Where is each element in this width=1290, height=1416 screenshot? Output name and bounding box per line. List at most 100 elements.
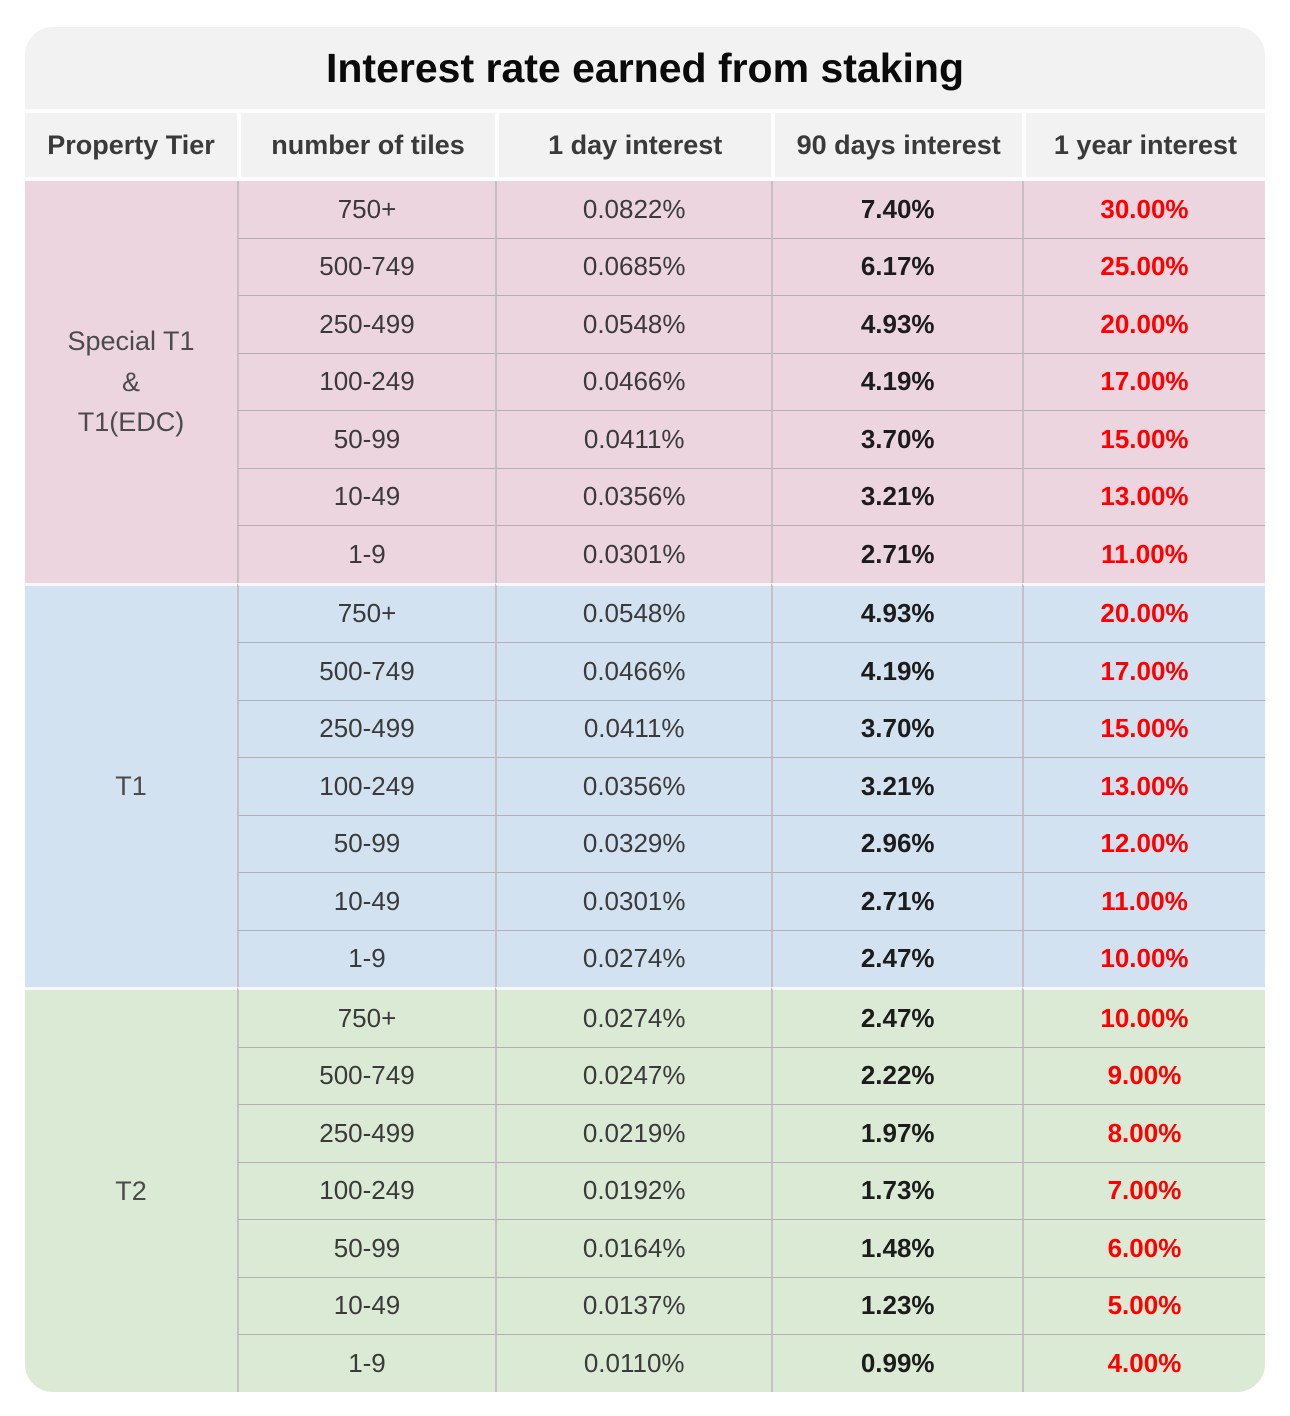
tiles-cell: 50-99 (237, 410, 495, 468)
90-days-interest-cell: 1.97% (771, 1104, 1022, 1162)
tiles-cell: 10-49 (237, 872, 495, 930)
tiles-cell: 1-9 (237, 929, 495, 987)
day-interest-cell: 0.0356% (494, 757, 772, 815)
day-interest-cell: 0.0274% (494, 929, 772, 987)
year-interest-cell: 20.00% (1021, 295, 1265, 353)
year-interest-cell: 20.00% (1021, 582, 1265, 642)
column-header-number-of-tiles: number of tiles (237, 113, 495, 181)
table-row: 100-249 0.0356% 3.21% 13.00% (25, 757, 1265, 815)
90-days-interest-cell: 4.19% (771, 642, 1022, 700)
tier-label-line: T2 (115, 1175, 147, 1206)
day-interest-cell: 0.0466% (494, 642, 772, 700)
day-interest-cell: 0.0466% (494, 352, 772, 410)
tiles-cell: 250-499 (237, 295, 495, 353)
tiles-cell: 100-249 (237, 757, 495, 815)
tiles-cell: 50-99 (237, 1219, 495, 1277)
tiles-cell: 250-499 (237, 1104, 495, 1162)
year-interest-cell: 30.00% (1021, 181, 1265, 238)
year-interest-cell: 25.00% (1021, 237, 1265, 295)
table-row: 500-749 0.0247% 2.22% 9.00% (25, 1046, 1265, 1104)
day-interest-cell: 0.0274% (494, 987, 772, 1047)
staking-rates-card: Interest rate earned from staking Proper… (25, 27, 1265, 1392)
day-interest-cell: 0.0247% (494, 1046, 772, 1104)
tiles-cell: 750+ (237, 582, 495, 642)
year-interest-cell: 13.00% (1021, 467, 1265, 525)
tier-group-t2: T2 750+ 0.0274% 2.47% 10.00% 500-749 0.0247% 2.… (25, 987, 1265, 1392)
table-row: 1-9 0.0110% 0.99% 4.00% (25, 1334, 1265, 1392)
table-row: T1 750+ 0.0548% 4.93% 20.00% (25, 582, 1265, 801)
day-interest-cell: 0.0548% (494, 295, 772, 353)
tier-cell-t1: T1 (25, 582, 238, 988)
table-row: 250-499 0.0411% 3.70% 15.00% (25, 699, 1265, 757)
tiles-cell: 750+ (237, 987, 495, 1047)
table-row: 500-749 0.0685% 6.17% 25.00% (25, 237, 1265, 295)
table-row: T2 750+ 0.0274% 2.47% 10.00% (25, 987, 1265, 1206)
tiles-cell: 500-749 (237, 1046, 495, 1104)
tier-cell-special-t1-t1edc: Special T1 & T1(EDC) (25, 181, 237, 583)
year-interest-cell: 9.00% (1021, 1046, 1265, 1104)
table-row: 100-249 0.0466% 4.19% 17.00% (25, 352, 1265, 410)
tiles-cell: 750+ (237, 181, 495, 238)
day-interest-cell: 0.0219% (494, 1104, 772, 1162)
90-days-interest-cell: 4.93% (771, 582, 1022, 642)
tier-label-line: & (122, 366, 141, 397)
year-interest-cell: 15.00% (1021, 699, 1265, 757)
year-interest-cell: 13.00% (1021, 757, 1265, 815)
90-days-interest-cell: 4.93% (771, 295, 1022, 353)
interest-rate-table: Property Tier number of tiles 1 day inte… (25, 113, 1265, 1392)
90-days-interest-cell: 1.73% (771, 1161, 1022, 1219)
year-interest-cell: 10.00% (1021, 987, 1265, 1047)
year-interest-cell: 11.00% (1021, 525, 1265, 583)
year-interest-cell: 8.00% (1021, 1104, 1265, 1162)
90-days-interest-cell: 2.22% (771, 1046, 1022, 1104)
tier-label-line: T1(EDC) (77, 407, 185, 437)
day-interest-cell: 0.0137% (494, 1276, 772, 1334)
table-row: 100-249 0.0192% 1.73% 7.00% (25, 1161, 1265, 1219)
column-header-90-days-interest: 90 days interest (771, 113, 1022, 181)
day-interest-cell: 0.0329% (494, 814, 772, 872)
tiles-cell: 1-9 (237, 525, 495, 583)
table-row: 10-49 0.0137% 1.23% 5.00% (25, 1276, 1265, 1334)
90-days-interest-cell: 3.21% (771, 467, 1022, 525)
year-interest-cell: 4.00% (1021, 1334, 1265, 1392)
table-row: 50-99 0.0411% 3.70% 15.00% (25, 410, 1265, 468)
day-interest-cell: 0.0548% (494, 582, 772, 642)
tier-group-special-t1-t1edc: Special T1 & T1(EDC) 750+ 0.0822% 7.40% 30.00%… (25, 181, 1265, 583)
tiles-cell: 250-499 (237, 699, 495, 757)
tiles-cell: 10-49 (237, 1276, 495, 1334)
table-row: 10-49 0.0301% 2.71% 11.00% (25, 872, 1265, 930)
tier-cell-t2: T2 (25, 987, 238, 1392)
year-interest-cell: 17.00% (1021, 352, 1265, 410)
tier-label-line: T1 (115, 771, 147, 801)
day-interest-cell: 0.0685% (494, 237, 772, 295)
year-interest-cell: 12.00% (1021, 814, 1265, 872)
table-row: 250-499 0.0219% 1.97% 8.00% (25, 1104, 1265, 1162)
table-row: 50-99 0.0329% 2.96% 12.00% (25, 814, 1265, 872)
column-header-property-tier: Property Tier (25, 113, 238, 181)
tiles-cell: 10-49 (237, 467, 495, 525)
90-days-interest-cell: 7.40% (771, 181, 1021, 238)
tiles-cell: 500-749 (237, 237, 495, 295)
90-days-interest-cell: 2.47% (771, 987, 1022, 1047)
tiles-cell: 50-99 (237, 814, 495, 872)
table-row: 10-49 0.0356% 3.21% 13.00% (25, 467, 1265, 525)
90-days-interest-cell: 1.48% (771, 1219, 1022, 1277)
day-interest-cell: 0.0192% (494, 1161, 772, 1219)
day-interest-cell: 0.0822% (494, 181, 772, 238)
column-header-1-day-interest: 1 day interest (494, 113, 772, 181)
tiles-cell: 100-249 (237, 1161, 495, 1219)
year-interest-cell: 17.00% (1021, 642, 1265, 700)
90-days-interest-cell: 2.71% (771, 872, 1022, 930)
tiles-cell: 1-9 (237, 1334, 495, 1392)
column-header-1-year-interest: 1 year interest (1021, 113, 1265, 181)
day-interest-cell: 0.0356% (494, 467, 772, 525)
table-row: 1-9 0.0274% 2.47% 10.00% (25, 929, 1265, 987)
90-days-interest-cell: 4.19% (771, 352, 1022, 410)
90-days-interest-cell: 3.21% (771, 757, 1022, 815)
year-interest-cell: 10.00% (1021, 929, 1265, 987)
tiles-cell: 100-249 (237, 352, 495, 410)
90-days-interest-cell: 2.47% (771, 929, 1022, 987)
day-interest-cell: 0.0411% (494, 410, 772, 468)
table-row: 250-499 0.0548% 4.93% 20.00% (25, 295, 1265, 353)
page-title: Interest rate earned from staking (25, 27, 1265, 113)
